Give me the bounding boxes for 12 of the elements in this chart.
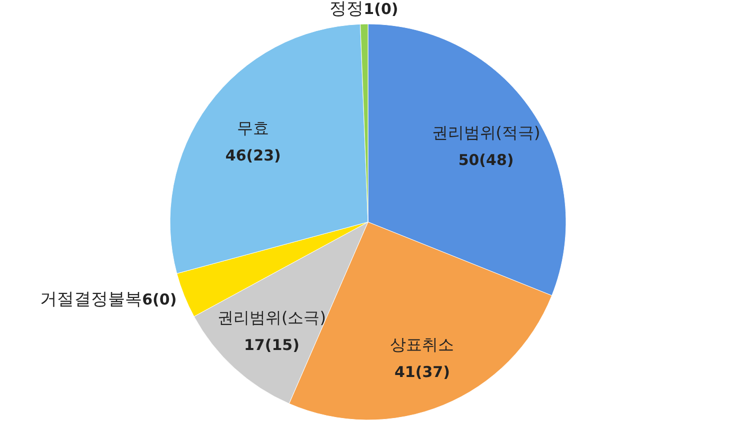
data-label: 46(23)	[225, 146, 281, 165]
data-label: 1(0)	[364, 0, 398, 18]
data-label: 17(15)	[244, 336, 300, 354]
slice-label: 권리범위(소극)	[217, 308, 326, 328]
slice-label: 상표취소	[390, 334, 454, 354]
slice-label: 거절결정불복	[40, 290, 142, 310]
slice-label: 권리범위(적극)	[432, 123, 540, 142]
slice-label: 정정	[330, 0, 364, 20]
data-label: 41(37)	[394, 362, 450, 381]
slice-label: 무효	[237, 118, 270, 138]
data-label: 50(48)	[458, 151, 514, 170]
data-label: 6(0)	[142, 290, 177, 309]
